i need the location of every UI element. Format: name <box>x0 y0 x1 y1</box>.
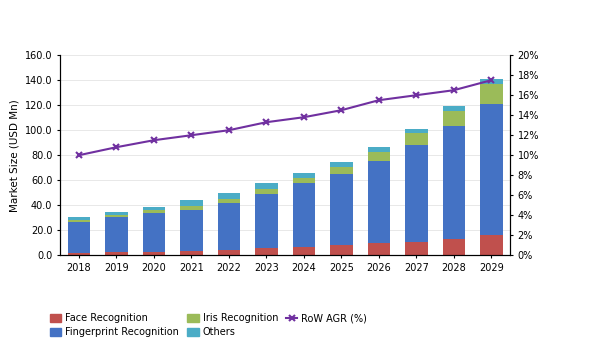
Bar <box>405 134 427 145</box>
Bar <box>67 217 90 220</box>
Legend: Face Recognition, Fingerprint Recognition, Iris Recognition, Others, RoW AGR (%): Face Recognition, Fingerprint Recognitio… <box>47 310 370 340</box>
Bar <box>218 194 240 199</box>
Bar <box>218 199 240 204</box>
RoW AGR (%) <box>150 138 157 142</box>
Bar <box>293 178 315 184</box>
Bar <box>480 84 503 104</box>
Bar <box>67 253 90 255</box>
Bar <box>105 211 128 215</box>
Bar <box>330 174 353 245</box>
Bar <box>405 145 427 242</box>
Bar <box>480 104 503 235</box>
Bar <box>330 167 353 174</box>
Y-axis label: Market Size (USD Mn): Market Size (USD Mn) <box>9 99 19 211</box>
RoW AGR (%) <box>75 153 82 157</box>
Bar <box>218 204 240 250</box>
Bar <box>330 245 353 255</box>
Text: Figure 6.55 RoW Biometric Vehicle Access Technologies Market by Biometric Type F: Figure 6.55 RoW Biometric Vehicle Access… <box>6 11 580 34</box>
Bar <box>293 184 315 247</box>
Bar <box>180 210 203 251</box>
Bar <box>443 239 465 255</box>
RoW AGR (%) <box>375 98 382 102</box>
RoW AGR (%) <box>450 88 457 92</box>
Bar <box>405 242 427 255</box>
Bar <box>105 215 128 217</box>
Bar <box>180 251 203 255</box>
Bar <box>293 247 315 255</box>
Bar <box>105 252 128 255</box>
Bar <box>480 79 503 84</box>
Bar <box>330 162 353 167</box>
Bar <box>143 214 165 252</box>
Bar <box>218 250 240 255</box>
Bar <box>293 174 315 178</box>
Bar <box>143 210 165 214</box>
RoW AGR (%) <box>413 93 420 97</box>
Bar <box>105 217 128 252</box>
RoW AGR (%) <box>113 145 120 149</box>
Bar <box>367 244 390 255</box>
Bar <box>367 147 390 152</box>
Bar <box>405 129 427 134</box>
Bar <box>367 161 390 244</box>
Line: RoW AGR (%): RoW AGR (%) <box>75 77 495 159</box>
RoW AGR (%) <box>488 78 495 82</box>
Bar <box>143 252 165 255</box>
RoW AGR (%) <box>225 128 232 132</box>
Bar <box>443 127 465 239</box>
Bar <box>180 200 203 206</box>
RoW AGR (%) <box>263 120 270 124</box>
Bar <box>67 220 90 221</box>
Bar <box>367 152 390 161</box>
Bar <box>443 111 465 127</box>
Bar <box>67 221 90 253</box>
Bar <box>180 206 203 210</box>
Bar <box>143 207 165 210</box>
Bar <box>255 194 277 248</box>
RoW AGR (%) <box>300 115 307 119</box>
Bar <box>255 184 277 189</box>
RoW AGR (%) <box>338 108 345 112</box>
RoW AGR (%) <box>188 133 195 137</box>
Bar <box>255 189 277 194</box>
Bar <box>480 235 503 255</box>
Bar <box>443 107 465 111</box>
Bar <box>255 248 277 255</box>
